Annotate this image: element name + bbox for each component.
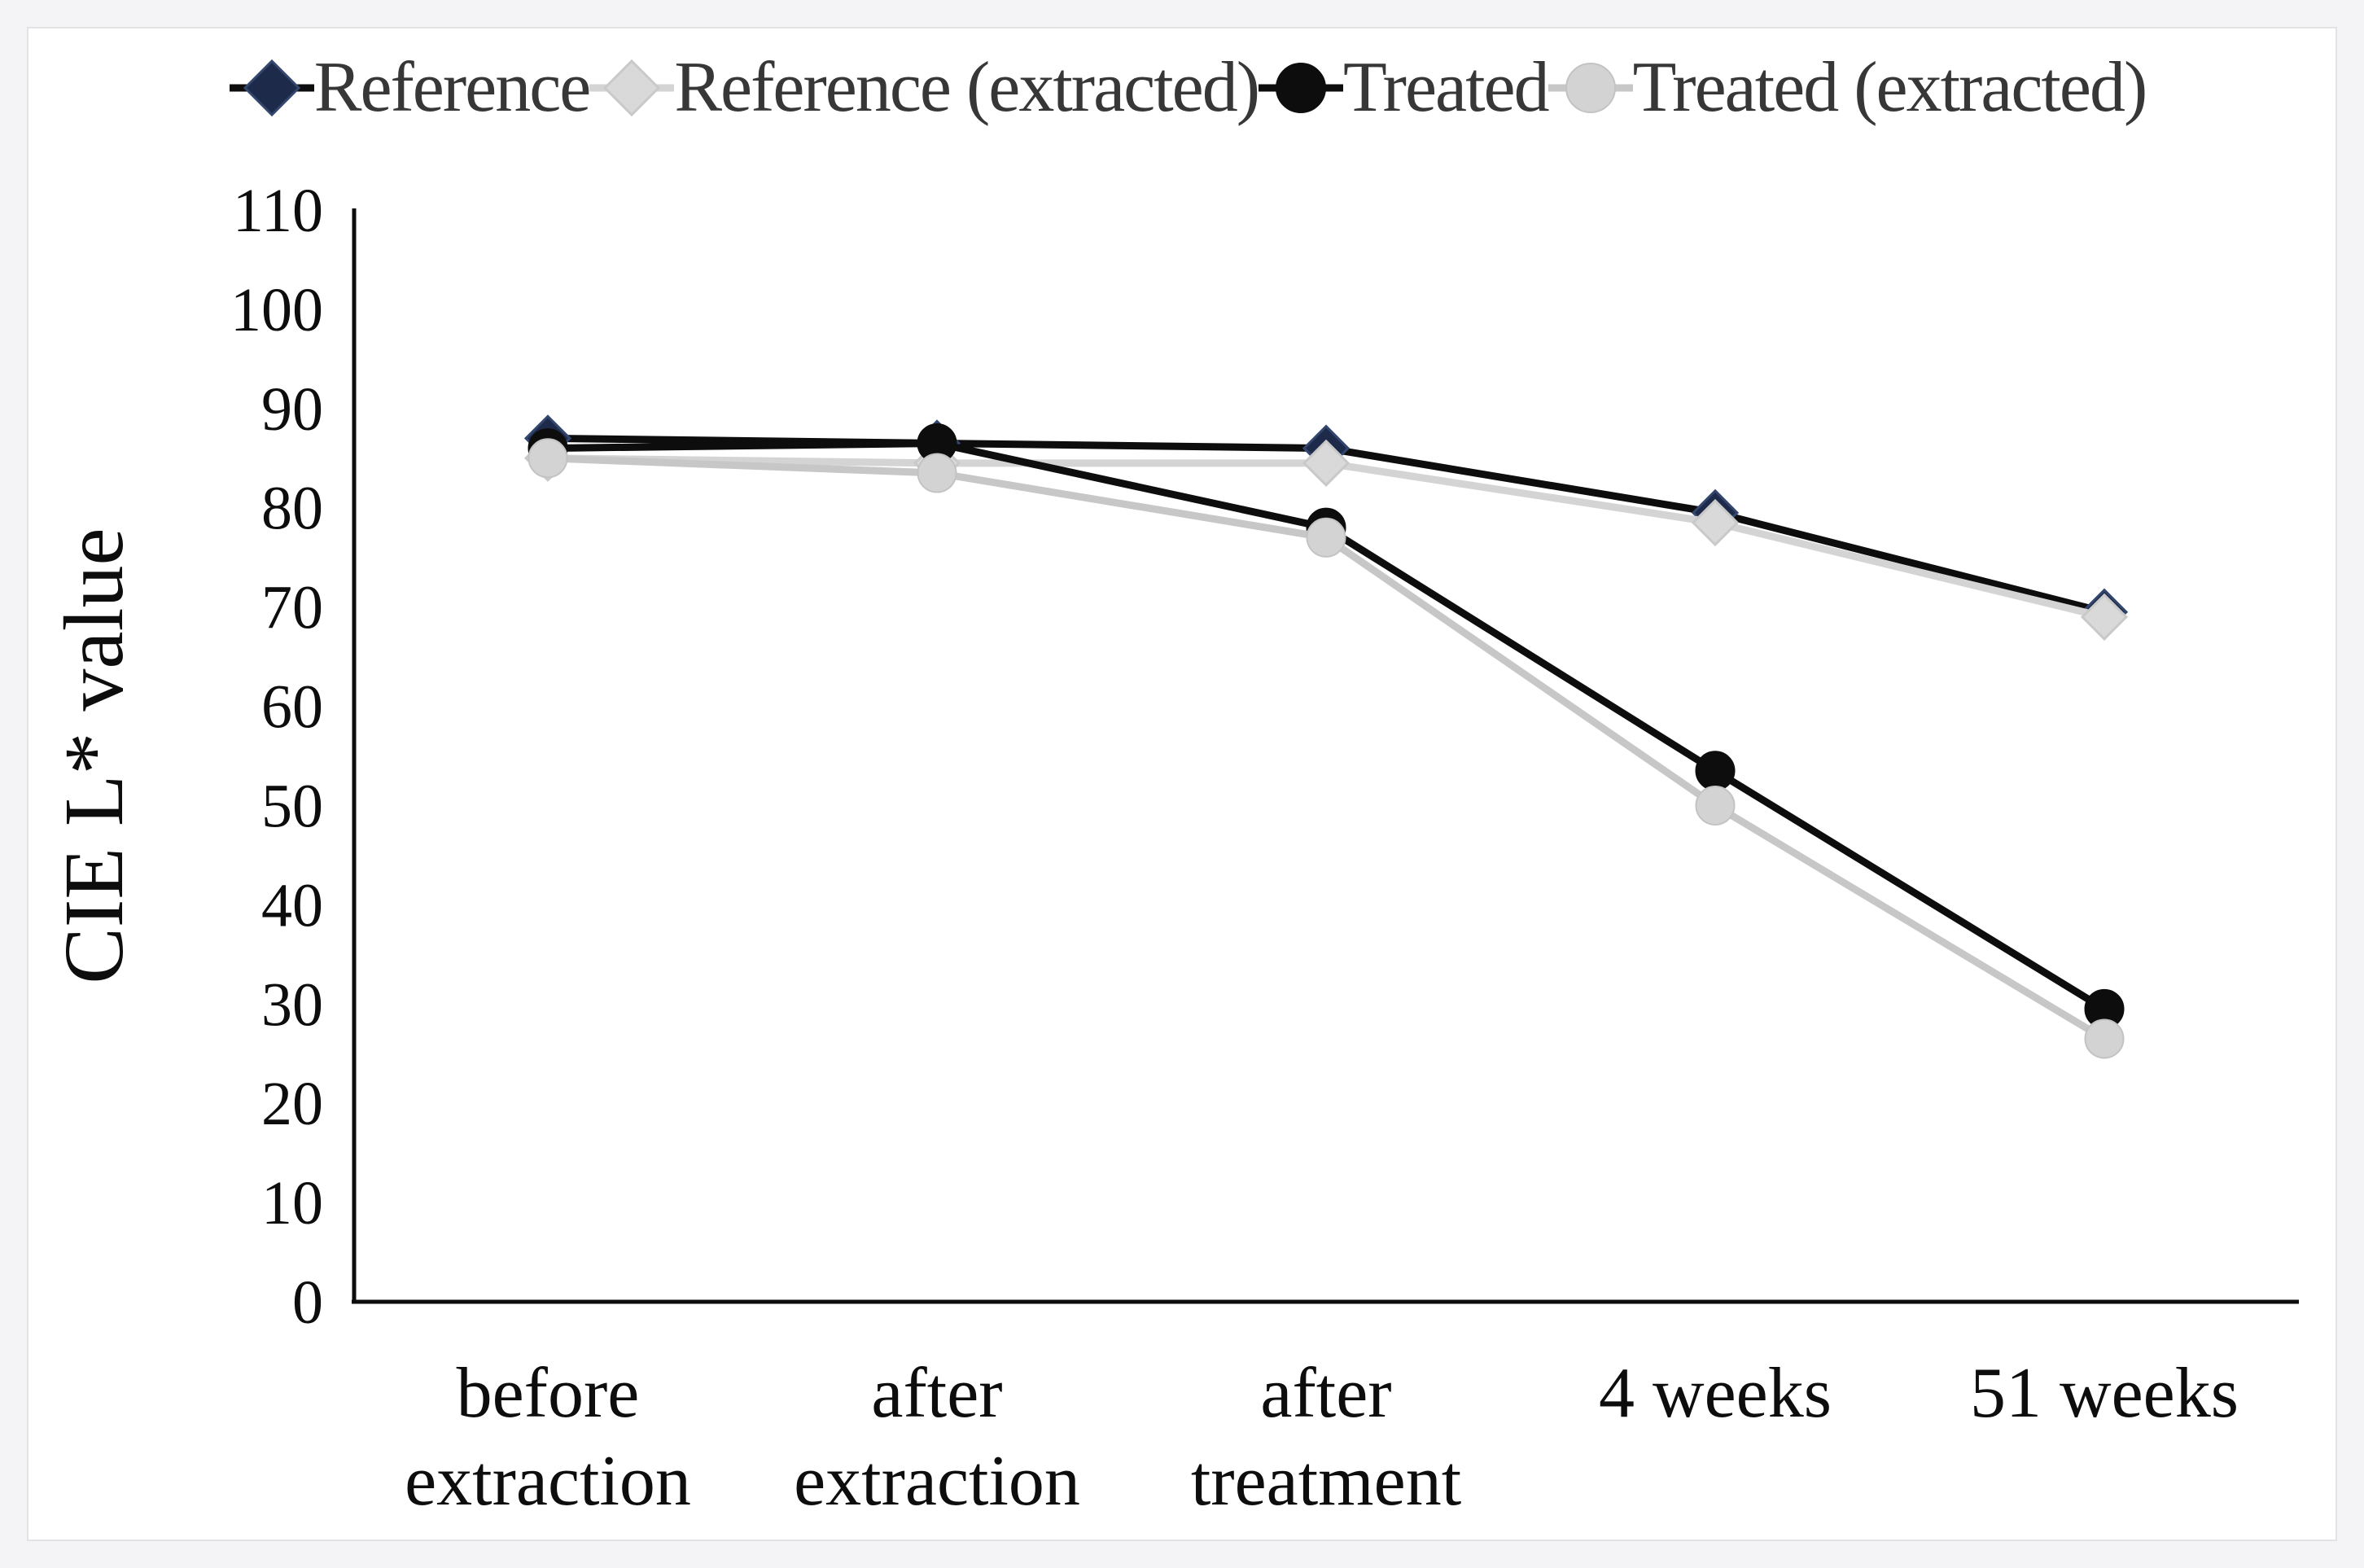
y-tick-label: 10: [261, 1169, 323, 1237]
axis-lines: [352, 208, 2299, 1304]
legend-label: Treated (extracted): [1632, 48, 2148, 127]
y-tick-label: 100: [230, 276, 323, 344]
diamond-marker-icon: [589, 59, 675, 117]
y-tick-label: 90: [261, 375, 323, 444]
diamond-marker-icon: [229, 59, 314, 117]
y-tick-label: 60: [261, 673, 323, 742]
diamond-marker-icon: [1691, 498, 1740, 547]
chart-panel-background: [27, 27, 2337, 1541]
legend-item-reference-extracted: Reference (extracted): [589, 48, 1260, 127]
circle-marker-icon: [528, 438, 568, 479]
x-tick-label: before extraction: [405, 1354, 691, 1521]
y-tick-label: 30: [261, 970, 323, 1039]
legend-label: Reference: [313, 48, 592, 127]
circle-marker-icon: [917, 453, 957, 493]
diamond-marker-icon: [1302, 439, 1351, 487]
x-axis-tick-labels: before extraction after extraction after trea…: [405, 1354, 2239, 1521]
y-tick-label: 20: [261, 1070, 323, 1138]
x-tick-label: 51 weeks: [1970, 1354, 2239, 1433]
y-axis-tick-labels: 0 10 20 30 40 50 60 70 80 90 100 110: [230, 177, 323, 1337]
legend-label: Reference (extracted): [674, 48, 1260, 127]
series-treated-extracted: [528, 438, 2125, 1059]
y-axis-title: CIE L* value: [47, 528, 141, 983]
y-tick-label: 40: [261, 871, 323, 939]
diamond-marker-icon: [2080, 593, 2129, 641]
legend-item-treated: Treated: [1259, 48, 1550, 127]
series-treated: [528, 423, 2125, 1029]
legend-label: Treated: [1343, 48, 1550, 127]
legend-item-treated-extracted: Treated (extracted): [1548, 49, 2147, 127]
y-tick-label: 70: [261, 574, 323, 642]
chart-legend: Reference Reference (extracted) Treated Tre…: [41, 39, 2335, 137]
legend-item-reference: Reference: [229, 48, 592, 127]
y-tick-label: 50: [261, 772, 323, 840]
circle-marker-icon: [1548, 63, 1633, 113]
y-tick-label: 0: [292, 1268, 323, 1337]
circle-marker-icon: [1695, 751, 1736, 791]
y-tick-label: 80: [261, 475, 323, 543]
x-tick-label: after treatment: [1191, 1354, 1461, 1521]
circle-marker-icon: [2084, 1018, 2125, 1059]
circle-marker-icon: [1306, 517, 1346, 558]
y-tick-label: 110: [233, 177, 323, 245]
circle-marker-icon: [1695, 785, 1736, 826]
circle-marker-icon: [1259, 63, 1344, 113]
x-tick-label: after extraction: [794, 1354, 1080, 1521]
x-tick-label: 4 weeks: [1599, 1354, 1832, 1433]
